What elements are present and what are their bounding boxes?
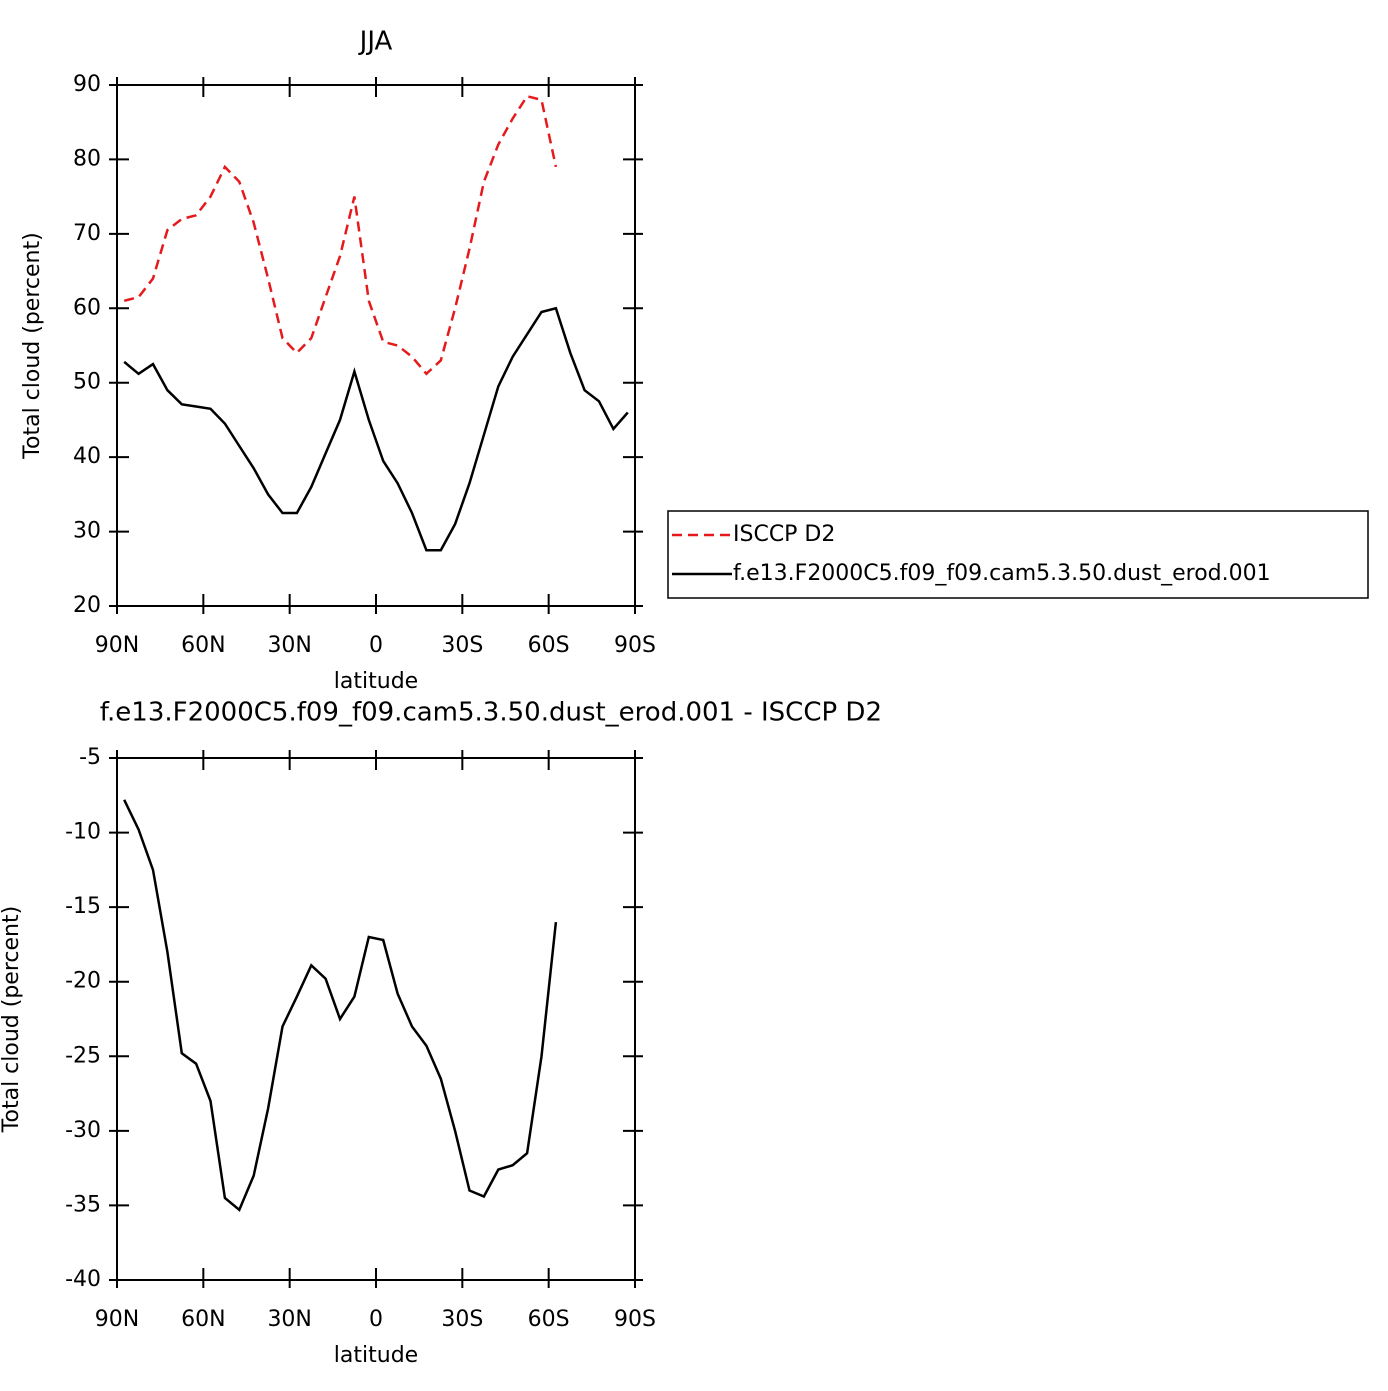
y-tick-label: -25	[65, 1043, 101, 1068]
legend-label: f.e13.F2000C5.f09_f09.cam5.3.50.dust_ero…	[733, 561, 1271, 586]
x-tick-label: 90N	[95, 633, 139, 658]
x-tick-label: 60S	[528, 1307, 570, 1332]
x-tick-label: 90S	[614, 1307, 656, 1332]
y-tick-label: -30	[65, 1118, 101, 1143]
x-tick-label: 0	[369, 1307, 383, 1332]
y-tick-label: -15	[65, 894, 101, 919]
x-tick-label: 30N	[267, 633, 311, 658]
x-tick-label: 90S	[614, 633, 656, 658]
data-line	[123, 94, 558, 376]
x-axis-label: latitude	[334, 669, 418, 694]
x-tick-label: 30S	[441, 633, 483, 658]
y-tick-label: -5	[79, 745, 101, 770]
data-line	[123, 306, 629, 552]
x-tick-label: 30N	[267, 1307, 311, 1332]
y-tick-label: -10	[65, 820, 101, 845]
data-line	[123, 799, 558, 1212]
y-tick-label: -20	[65, 969, 101, 994]
y-tick-label: 30	[73, 519, 101, 544]
x-tick-label: 0	[369, 633, 383, 658]
y-tick-label: -40	[65, 1267, 101, 1292]
y-tick-label: 20	[73, 593, 101, 618]
chart-title: f.e13.F2000C5.f09_f09.cam5.3.50.dust_ero…	[100, 698, 882, 728]
y-tick-label: 60	[73, 295, 101, 320]
y-tick-label: 80	[73, 146, 101, 171]
x-tick-label: 30S	[441, 1307, 483, 1332]
y-tick-label: 70	[73, 221, 101, 246]
x-axis-label: latitude	[334, 1343, 418, 1368]
x-tick-label: 60N	[181, 1307, 225, 1332]
y-tick-label: 40	[73, 444, 101, 469]
chart-title: JJA	[358, 27, 393, 57]
y-tick-label: 50	[73, 370, 101, 395]
x-tick-label: 90N	[95, 1307, 139, 1332]
plot-frame	[116, 757, 636, 1281]
y-axis-label: Total cloud (percent)	[0, 906, 24, 1133]
y-tick-label: 90	[73, 72, 101, 97]
legend-box	[667, 510, 1369, 599]
x-tick-label: 60S	[528, 633, 570, 658]
plot-frame	[116, 84, 636, 607]
legend-label: ISCCP D2	[733, 522, 835, 547]
y-axis-label: Total cloud (percent)	[20, 232, 45, 459]
y-tick-label: -35	[65, 1192, 101, 1217]
x-tick-label: 60N	[181, 633, 225, 658]
